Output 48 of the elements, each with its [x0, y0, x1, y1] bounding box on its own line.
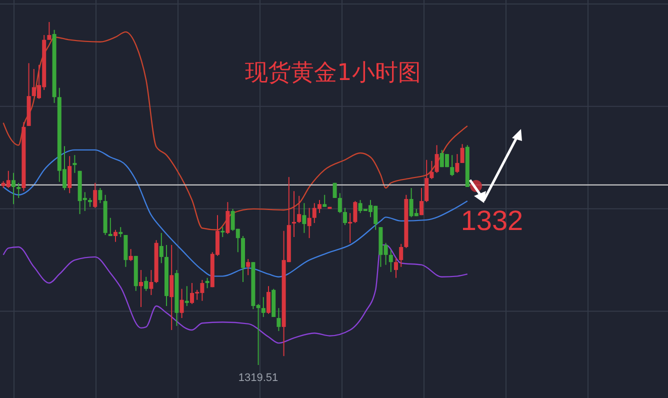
candlestick: [261, 296, 266, 318]
candlestick: [434, 144, 439, 174]
text: 现货黄金1小时图: [245, 60, 421, 86]
candlestick: [144, 276, 148, 292]
candlestick: [180, 288, 184, 319]
candlestick: [332, 182, 337, 198]
candlestick: [68, 156, 72, 194]
candlestick: [47, 22, 52, 40]
candlestick: [394, 257, 398, 278]
candlestick: [450, 154, 454, 177]
candlestick: [246, 258, 250, 276]
candlestick: [292, 190, 296, 238]
candlestick: [184, 286, 189, 307]
candlestick: [12, 172, 16, 205]
candlestick: [424, 159, 429, 203]
candlestick: [322, 194, 327, 208]
candlestick: [302, 202, 306, 234]
candlestick: [114, 229, 118, 242]
candlestick: [343, 207, 347, 226]
candlestick: [297, 195, 302, 224]
candlestick: [338, 192, 342, 214]
candlestick: [348, 212, 352, 244]
annotation: 1332: [460, 205, 524, 236]
candlestick: [399, 243, 404, 268]
candlestick: [205, 277, 210, 289]
candlestick: [72, 154, 77, 174]
candlestick: [307, 207, 312, 239]
candlestick: [149, 269, 154, 296]
candlestick: [388, 250, 393, 273]
candlestick: [170, 244, 174, 331]
candlestick: [420, 188, 424, 216]
candlestick: [226, 202, 230, 234]
candlestick: [16, 182, 21, 198]
candlestick: [460, 144, 464, 164]
candlestick: [266, 286, 270, 314]
annotation: 1319.51: [238, 372, 278, 384]
candlestick: [98, 188, 102, 204]
candlestick: [353, 200, 358, 224]
candlestick: [455, 154, 460, 174]
candlestick: [139, 269, 143, 308]
candlestick: [108, 217, 112, 237]
candlestick: [159, 232, 164, 264]
candlestick: [128, 248, 133, 262]
candlestick: [276, 308, 281, 332]
candlestick: [118, 226, 123, 238]
candlestick: [220, 226, 225, 238]
candlestick: [430, 160, 434, 180]
candlestick: [93, 182, 98, 208]
